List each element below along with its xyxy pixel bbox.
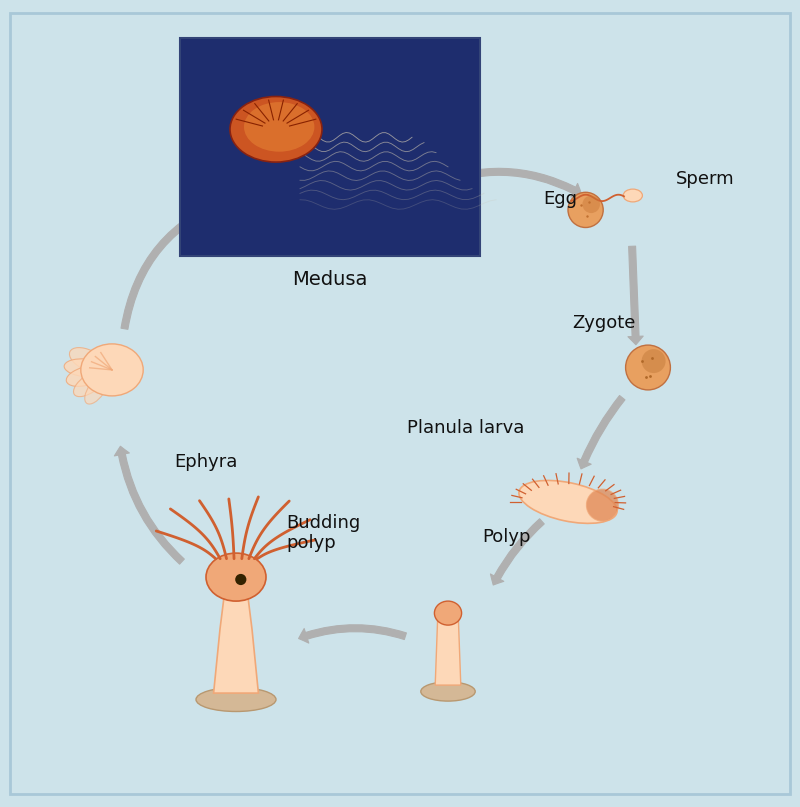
Text: Polyp: Polyp (482, 528, 531, 546)
Ellipse shape (434, 601, 462, 625)
Ellipse shape (70, 348, 106, 372)
Point (635, 354, 648, 367)
FancyBboxPatch shape (180, 38, 480, 256)
FancyArrowPatch shape (121, 191, 242, 329)
Ellipse shape (66, 366, 105, 387)
FancyArrowPatch shape (490, 519, 544, 585)
Ellipse shape (85, 375, 108, 404)
Text: Sperm: Sperm (676, 170, 734, 189)
FancyArrowPatch shape (114, 446, 184, 564)
Ellipse shape (421, 682, 475, 701)
Circle shape (642, 349, 666, 373)
Ellipse shape (74, 370, 106, 396)
PathPatch shape (214, 597, 258, 693)
Circle shape (235, 574, 246, 585)
Point (581, 209, 594, 222)
Ellipse shape (230, 97, 322, 162)
Text: Zygote: Zygote (573, 315, 636, 332)
Circle shape (568, 192, 603, 228)
Text: Ephyra: Ephyra (174, 453, 238, 471)
PathPatch shape (435, 620, 461, 685)
Ellipse shape (244, 102, 314, 152)
Ellipse shape (519, 480, 617, 524)
Ellipse shape (206, 553, 266, 601)
FancyArrowPatch shape (628, 246, 643, 345)
FancyArrowPatch shape (577, 395, 625, 469)
Point (574, 199, 587, 211)
FancyArrowPatch shape (298, 625, 406, 643)
Ellipse shape (64, 359, 106, 377)
Point (646, 351, 658, 364)
Ellipse shape (81, 344, 143, 396)
Ellipse shape (196, 688, 276, 712)
Text: Planula larva: Planula larva (406, 419, 524, 437)
Text: Egg: Egg (544, 190, 578, 208)
Point (582, 195, 595, 208)
Ellipse shape (623, 189, 642, 202)
Text: Budding
polyp: Budding polyp (286, 514, 361, 553)
Ellipse shape (586, 489, 618, 521)
Point (643, 369, 656, 382)
FancyArrowPatch shape (429, 169, 582, 197)
Text: Medusa: Medusa (292, 270, 368, 289)
Circle shape (582, 195, 600, 213)
Point (639, 370, 652, 383)
Circle shape (626, 345, 670, 390)
